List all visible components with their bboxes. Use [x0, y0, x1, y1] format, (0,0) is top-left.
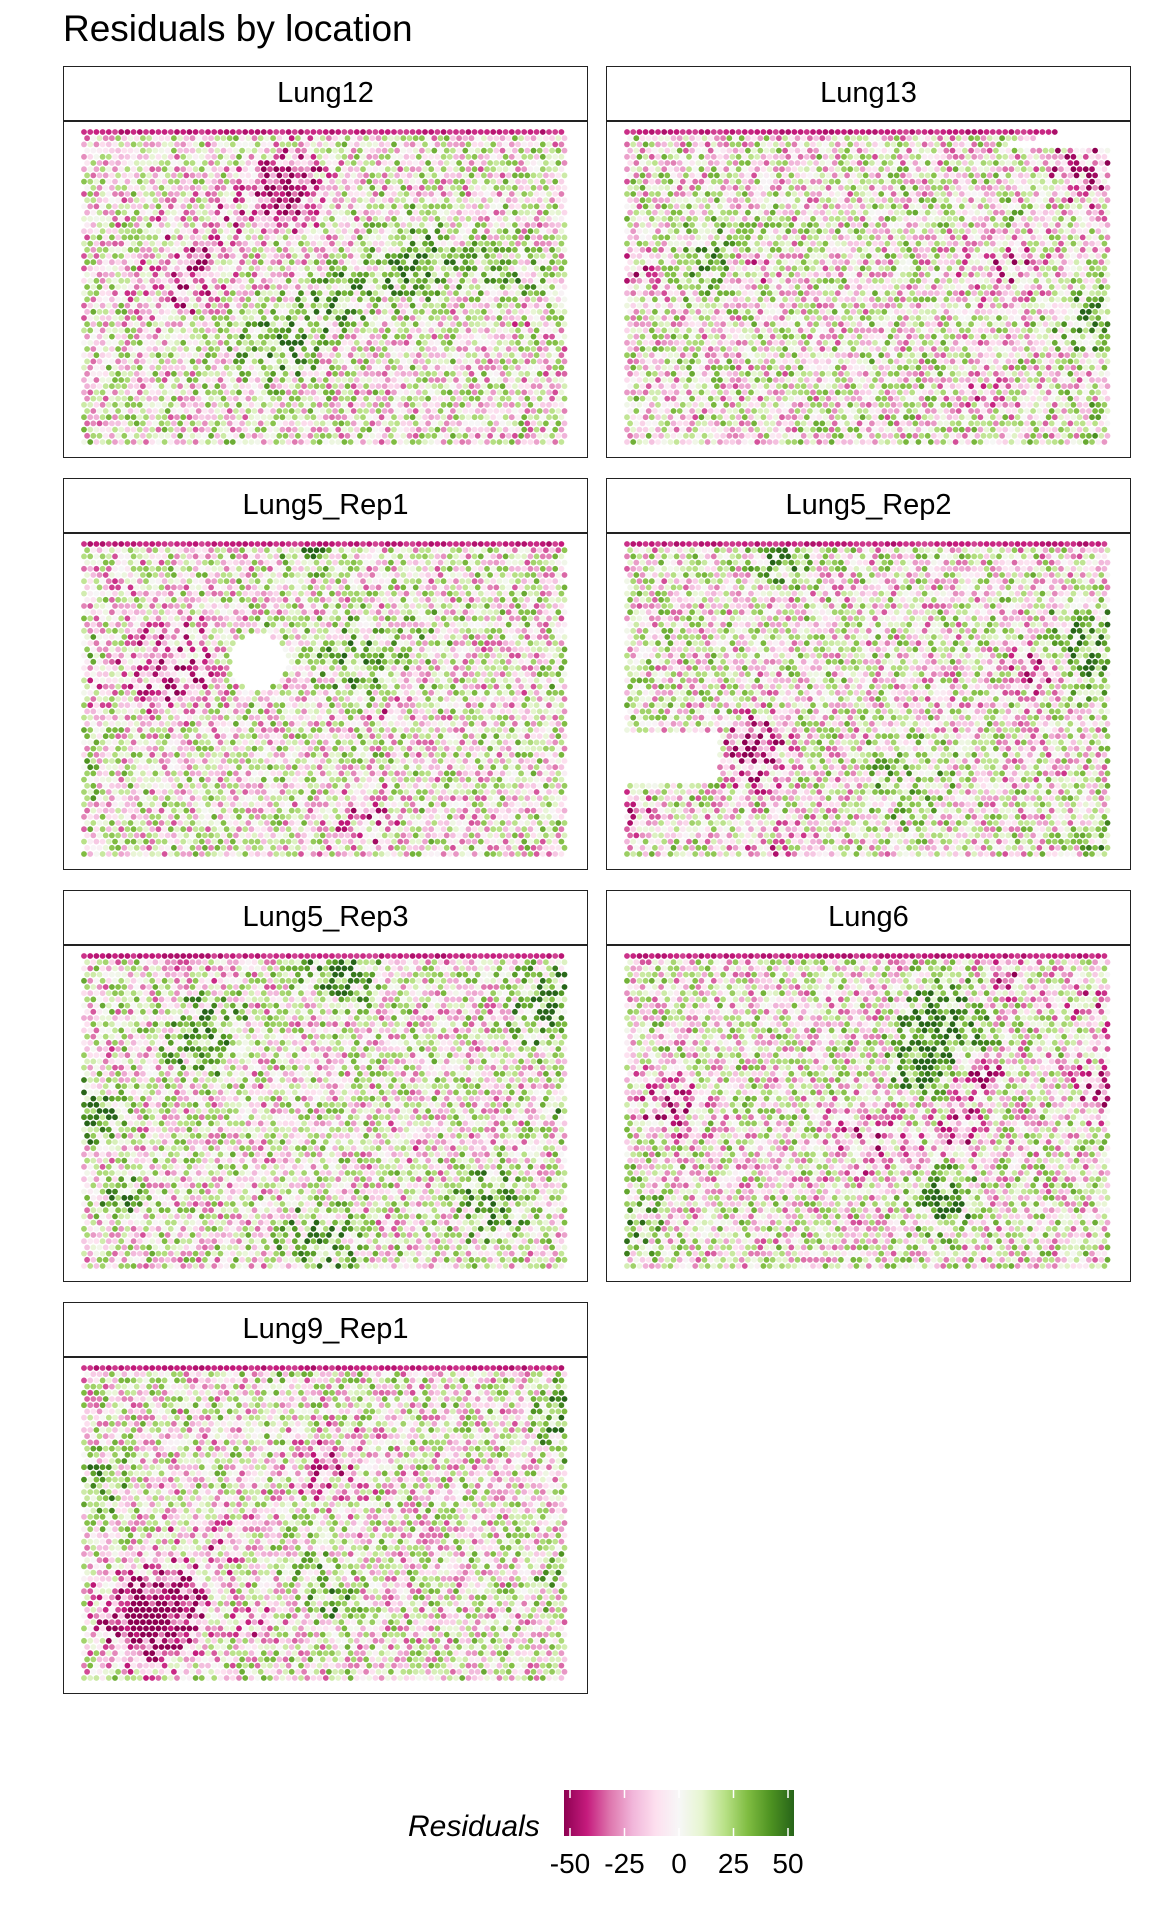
- facet-strip-label: Lung6: [607, 891, 1130, 946]
- facet-strip-label: Lung5_Rep3: [64, 891, 587, 946]
- legend-tick-label: 50: [772, 1848, 803, 1880]
- legend-tick-label: 25: [718, 1848, 749, 1880]
- facet-strip-label: Lung13: [607, 67, 1130, 122]
- residual-heatmap: [624, 541, 1111, 857]
- residual-heatmap: [81, 953, 568, 1269]
- facet-panel: Lung5_Rep1: [63, 478, 588, 870]
- legend-colorbar: [564, 1790, 794, 1836]
- facet-strip-label: Lung5_Rep2: [607, 479, 1130, 534]
- residual-heatmap: [624, 953, 1111, 1269]
- chart-title: Residuals by location: [63, 8, 413, 50]
- residual-heatmap: [81, 541, 568, 857]
- legend-tick-label: 0: [671, 1848, 687, 1880]
- facet-strip-label: Lung12: [64, 67, 587, 122]
- residual-heatmap: [81, 1365, 568, 1681]
- facet-panel: Lung9_Rep1: [63, 1302, 588, 1694]
- legend-tick-label: -50: [550, 1848, 590, 1880]
- facet-panel: Lung5_Rep2: [606, 478, 1131, 870]
- facet-panel: Lung13: [606, 66, 1131, 458]
- legend-tick-label: -25: [604, 1848, 644, 1880]
- residual-heatmap: [81, 129, 568, 445]
- legend-title: Residuals: [408, 1810, 540, 1844]
- facet-panel: Lung12: [63, 66, 588, 458]
- legend: Residuals -50 -25 0 25 50: [400, 1790, 820, 1900]
- facet-panel: Lung6: [606, 890, 1131, 1282]
- residual-heatmap: [624, 129, 1111, 445]
- facet-panel: Lung5_Rep3: [63, 890, 588, 1282]
- facet-strip-label: Lung5_Rep1: [64, 479, 587, 534]
- facet-strip-label: Lung9_Rep1: [64, 1303, 587, 1358]
